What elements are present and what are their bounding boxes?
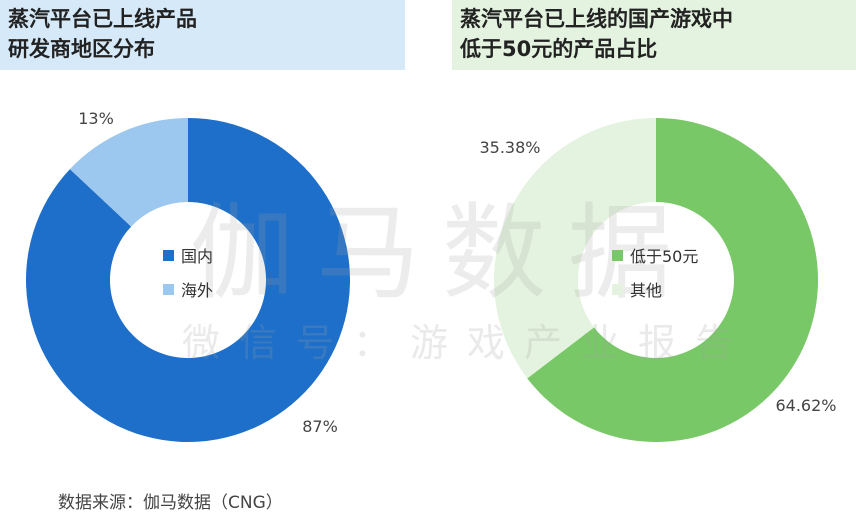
right-chart-legend: 低于50元 其他 [612, 238, 698, 306]
slice-value-label-below-50: 64.62% [775, 396, 836, 415]
data-source-note: 数据来源：伽马数据（CNG） [58, 493, 283, 513]
legend-item-below-50: 低于50元 [612, 238, 698, 272]
slice-value-label-overseas: 13% [78, 109, 114, 128]
legend-label-below-50: 低于50元 [630, 247, 699, 266]
legend-swatch-domestic [163, 249, 174, 261]
donut-slice-overseas [69, 118, 188, 227]
slice-value-label-other: 35.38% [479, 138, 540, 157]
legend-label-domestic: 国内 [181, 247, 214, 266]
legend-item-overseas: 海外 [163, 272, 213, 306]
watermark-subtitle: 微信号：游戏产业报告 [182, 321, 753, 365]
legend-swatch-other [612, 283, 623, 295]
left-chart-title: 蒸汽平台已上线产品 研发商地区分布 [0, 0, 405, 70]
legend-swatch-below-50 [612, 249, 623, 261]
left-chart-title-line-2: 研发商地区分布 [8, 37, 155, 61]
right-chart-title: 蒸汽平台已上线的国产游戏中 低于50元的产品占比 [452, 0, 856, 70]
legend-label-overseas: 海外 [181, 281, 214, 300]
donut-slice-domestic [25, 118, 351, 442]
legend-swatch-overseas [163, 283, 174, 295]
watermark-logo-text: 伽马数据 [190, 192, 695, 314]
donut-slice-below-50 [527, 118, 819, 443]
right-chart-title-line-2: 低于50元的产品占比 [460, 37, 658, 61]
left-chart-title-line-1: 蒸汽平台已上线产品 [8, 7, 197, 31]
legend-item-other: 其他 [612, 272, 698, 306]
right-chart-title-line-1: 蒸汽平台已上线的国产游戏中 [460, 7, 733, 31]
legend-item-domestic: 国内 [163, 238, 213, 272]
slice-value-label-domestic: 87% [302, 417, 338, 436]
left-chart-legend: 国内 海外 [163, 238, 213, 306]
legend-label-other: 其他 [630, 281, 663, 300]
donut-slice-other [494, 117, 656, 379]
